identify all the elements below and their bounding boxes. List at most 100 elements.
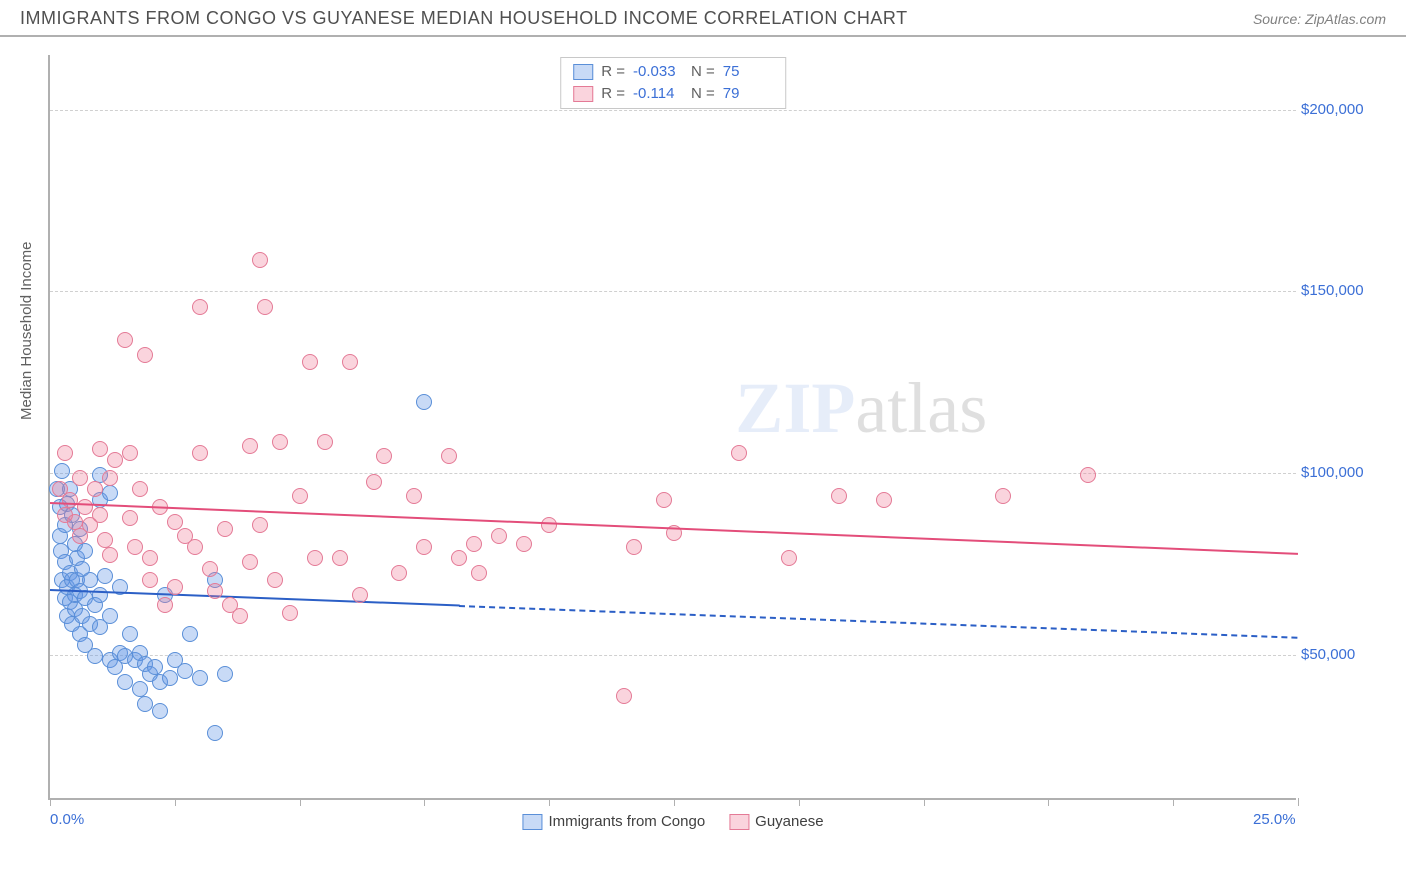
x-tick-label: 25.0% — [1253, 811, 1296, 828]
data-point-series-1 — [267, 572, 283, 588]
scatter-chart: ZIPatlas $50,000$100,000$150,000$200,000… — [48, 55, 1296, 800]
data-point-series-1 — [406, 488, 422, 504]
data-point-series-1 — [127, 539, 143, 555]
legend-swatch — [573, 86, 593, 102]
data-point-series-1 — [142, 572, 158, 588]
n-label: N = — [691, 83, 715, 105]
x-tick — [674, 798, 675, 806]
data-point-series-1 — [252, 252, 268, 268]
data-point-series-1 — [77, 499, 93, 515]
legend-swatch — [522, 814, 542, 830]
y-tick-label: $200,000 — [1301, 101, 1391, 118]
data-point-series-0 — [416, 394, 432, 410]
data-point-series-1 — [831, 488, 847, 504]
trendline-series-0-extrapolated — [459, 605, 1298, 639]
data-point-series-1 — [232, 608, 248, 624]
data-point-series-1 — [132, 481, 148, 497]
x-tick — [549, 798, 550, 806]
y-tick-label: $150,000 — [1301, 282, 1391, 299]
data-point-series-1 — [137, 347, 153, 363]
data-point-series-1 — [242, 438, 258, 454]
series-legend: Immigrants from Congo Guyanese — [522, 813, 823, 830]
y-tick-label: $100,000 — [1301, 464, 1391, 481]
x-tick-label: 0.0% — [50, 811, 84, 828]
data-point-series-0 — [82, 572, 98, 588]
data-point-series-1 — [342, 354, 358, 370]
data-point-series-1 — [92, 441, 108, 457]
y-axis-label: Median Household Income — [18, 242, 35, 420]
data-point-series-1 — [62, 492, 78, 508]
data-point-series-1 — [541, 517, 557, 533]
data-point-series-1 — [92, 507, 108, 523]
x-tick — [424, 798, 425, 806]
correlation-legend: R =-0.033N =75R =-0.114N =79 — [560, 57, 786, 109]
data-point-series-1 — [731, 445, 747, 461]
data-point-series-1 — [416, 539, 432, 555]
data-point-series-0 — [162, 670, 178, 686]
data-point-series-1 — [122, 445, 138, 461]
data-point-series-1 — [656, 492, 672, 508]
x-tick — [799, 798, 800, 806]
data-point-series-0 — [137, 696, 153, 712]
data-point-series-1 — [272, 434, 288, 450]
data-point-series-1 — [142, 550, 158, 566]
data-point-series-1 — [292, 488, 308, 504]
data-point-series-1 — [307, 550, 323, 566]
series-legend-item: Immigrants from Congo — [522, 813, 705, 830]
data-point-series-1 — [242, 554, 258, 570]
data-point-series-1 — [187, 539, 203, 555]
data-point-series-1 — [466, 536, 482, 552]
data-point-series-1 — [102, 470, 118, 486]
data-point-series-1 — [72, 470, 88, 486]
watermark: ZIPatlas — [735, 367, 987, 450]
gridline — [50, 655, 1296, 656]
data-point-series-0 — [102, 485, 118, 501]
gridline — [50, 291, 1296, 292]
data-point-series-1 — [207, 583, 223, 599]
r-value: -0.033 — [633, 61, 683, 83]
data-point-series-1 — [391, 565, 407, 581]
data-point-series-0 — [177, 663, 193, 679]
data-point-series-1 — [87, 481, 103, 497]
data-point-series-0 — [77, 543, 93, 559]
legend-swatch — [729, 814, 749, 830]
data-point-series-1 — [995, 488, 1011, 504]
data-point-series-1 — [1080, 467, 1096, 483]
data-point-series-1 — [217, 521, 233, 537]
data-point-series-0 — [102, 608, 118, 624]
data-point-series-1 — [57, 445, 73, 461]
n-label: N = — [691, 61, 715, 83]
r-value: -0.114 — [633, 83, 683, 105]
data-point-series-1 — [302, 354, 318, 370]
data-point-series-1 — [167, 579, 183, 595]
x-tick — [1298, 798, 1299, 806]
watermark-rest: atlas — [855, 368, 987, 448]
data-point-series-1 — [352, 587, 368, 603]
data-point-series-1 — [616, 688, 632, 704]
data-point-series-1 — [491, 528, 507, 544]
x-tick — [300, 798, 301, 806]
chart-header: IMMIGRANTS FROM CONGO VS GUYANESE MEDIAN… — [0, 0, 1406, 37]
data-point-series-1 — [516, 536, 532, 552]
x-tick — [50, 798, 51, 806]
r-label: R = — [601, 61, 625, 83]
data-point-series-1 — [366, 474, 382, 490]
data-point-series-1 — [876, 492, 892, 508]
x-tick — [1173, 798, 1174, 806]
data-point-series-1 — [252, 517, 268, 533]
series-legend-item: Guyanese — [729, 813, 823, 830]
data-point-series-0 — [182, 626, 198, 642]
data-point-series-1 — [626, 539, 642, 555]
data-point-series-1 — [471, 565, 487, 581]
data-point-series-1 — [117, 332, 133, 348]
data-point-series-1 — [167, 514, 183, 530]
x-tick — [924, 798, 925, 806]
x-tick — [175, 798, 176, 806]
source-prefix: Source: — [1253, 11, 1305, 27]
x-tick — [1048, 798, 1049, 806]
data-point-series-1 — [317, 434, 333, 450]
data-point-series-1 — [192, 445, 208, 461]
data-point-series-0 — [92, 587, 108, 603]
data-point-series-1 — [451, 550, 467, 566]
data-point-series-0 — [97, 568, 113, 584]
